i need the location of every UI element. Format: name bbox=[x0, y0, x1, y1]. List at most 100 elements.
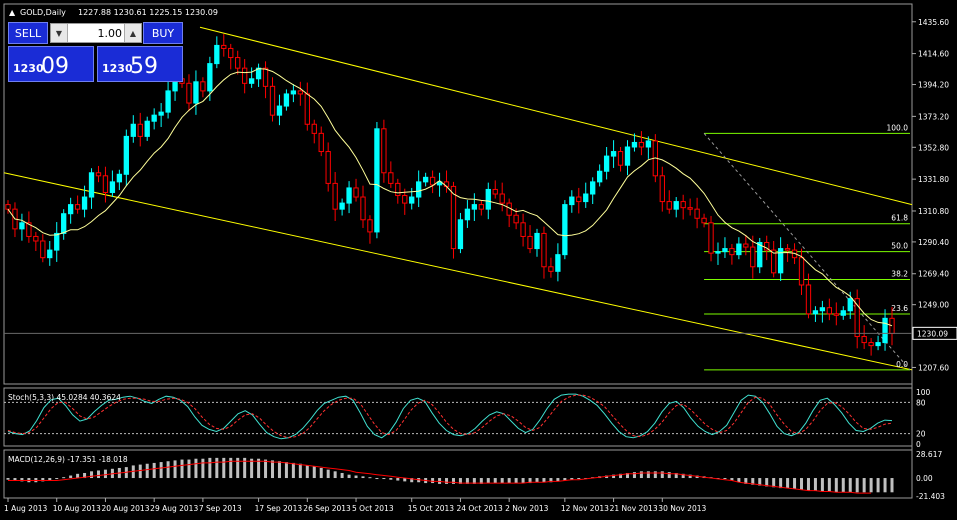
macd-histogram-bar bbox=[612, 474, 616, 479]
candle bbox=[339, 198, 345, 216]
one-click-trading-panel: SELL ▼ ▲ BUY 1230 09 1230 59 bbox=[8, 22, 183, 82]
candle-body bbox=[750, 246, 756, 268]
candle bbox=[61, 209, 67, 240]
sell-price-box[interactable]: 1230 09 bbox=[8, 46, 94, 82]
candle bbox=[88, 168, 95, 209]
candle-body bbox=[81, 196, 88, 210]
candle-body bbox=[214, 44, 220, 65]
candle bbox=[694, 197, 700, 229]
sell-button[interactable]: SELL bbox=[8, 22, 48, 44]
candle-body bbox=[33, 235, 39, 242]
candle bbox=[645, 136, 652, 159]
macd-histogram-bar bbox=[431, 478, 435, 484]
fibo-level-label: 23.6 bbox=[891, 304, 908, 313]
candle bbox=[95, 165, 102, 183]
fibo-trend-line[interactable] bbox=[703, 133, 911, 371]
macd-histogram-bar bbox=[222, 457, 226, 479]
macd-histogram-bar bbox=[208, 457, 212, 479]
macd-histogram-bar bbox=[730, 478, 734, 481]
candle bbox=[33, 231, 39, 252]
fibo-level-label: 50.0 bbox=[891, 242, 908, 251]
macd-histogram-bar bbox=[340, 472, 344, 479]
chevron-up-icon[interactable]: ▲ bbox=[124, 24, 141, 42]
candle bbox=[346, 181, 352, 214]
macd-histogram-bar bbox=[688, 474, 692, 479]
macd-axis: 28.617 0.00 -21.403 bbox=[916, 450, 945, 501]
macd-histogram-bar bbox=[876, 478, 880, 493]
candle-body bbox=[61, 213, 67, 234]
candle bbox=[882, 309, 888, 351]
candle-body bbox=[395, 182, 401, 197]
macd-histogram-bar bbox=[354, 475, 358, 479]
candle bbox=[743, 234, 749, 256]
channel-upper-line[interactable] bbox=[199, 26, 913, 206]
channel-lower-line[interactable] bbox=[3, 172, 913, 371]
current-price-label: 1230.09 bbox=[917, 329, 948, 338]
macd-histogram-bar bbox=[890, 478, 894, 493]
candle bbox=[40, 234, 46, 263]
macd-histogram-bar bbox=[542, 478, 546, 483]
candle-body bbox=[388, 172, 394, 184]
macd-histogram-bar bbox=[765, 478, 769, 487]
candle bbox=[123, 129, 129, 187]
candle-body bbox=[771, 249, 777, 274]
candle bbox=[708, 215, 714, 262]
candle-body bbox=[861, 336, 867, 344]
chevron-down-icon[interactable]: ▼ bbox=[51, 24, 68, 42]
candle-body bbox=[548, 266, 554, 272]
candle-body bbox=[889, 317, 895, 334]
candle bbox=[130, 115, 136, 143]
candle-body bbox=[492, 188, 498, 195]
candle-body bbox=[576, 196, 582, 203]
candle bbox=[436, 172, 443, 197]
candle bbox=[812, 306, 819, 322]
candle-body bbox=[569, 196, 575, 206]
candle-body bbox=[422, 176, 429, 183]
candle bbox=[701, 213, 707, 228]
buy-price-box[interactable]: 1230 59 bbox=[97, 46, 183, 82]
candle bbox=[826, 298, 833, 321]
candle bbox=[506, 198, 512, 228]
candle bbox=[54, 222, 60, 262]
candle-body bbox=[471, 204, 478, 210]
macd-histogram-bar bbox=[841, 478, 845, 493]
candle-body bbox=[743, 243, 749, 248]
buy-button[interactable]: BUY bbox=[143, 22, 183, 44]
candle bbox=[576, 187, 582, 214]
macd-histogram-bar bbox=[145, 463, 149, 479]
macd-histogram-bar bbox=[855, 478, 859, 493]
macd-histogram-bar bbox=[827, 478, 831, 492]
candle bbox=[443, 170, 450, 193]
candle-body bbox=[290, 90, 297, 95]
lot-size-stepper[interactable]: ▼ ▲ bbox=[50, 23, 142, 43]
candle bbox=[610, 140, 617, 168]
candle-body bbox=[95, 172, 102, 177]
candle bbox=[47, 241, 53, 266]
candle-body bbox=[610, 151, 617, 157]
candle-body bbox=[715, 251, 721, 254]
lot-size-input[interactable] bbox=[68, 24, 124, 42]
candle bbox=[457, 212, 464, 254]
macd-histogram-bar bbox=[291, 462, 295, 479]
macd-histogram-bar bbox=[625, 472, 629, 479]
candle-body bbox=[353, 187, 359, 198]
candle bbox=[659, 166, 665, 212]
price-tick-label: 1352.80 bbox=[918, 143, 949, 152]
candle bbox=[840, 306, 846, 320]
macd-histogram-bar bbox=[83, 472, 87, 479]
candle bbox=[861, 325, 867, 349]
candle bbox=[729, 244, 735, 265]
macd-histogram-bar bbox=[813, 478, 817, 491]
collapse-triangle-icon[interactable]: ▲ bbox=[9, 8, 16, 17]
candle-body bbox=[346, 187, 352, 204]
regression-channel[interactable] bbox=[3, 26, 913, 371]
candle-body bbox=[381, 128, 387, 174]
candle bbox=[478, 200, 484, 216]
macd-histogram-bar bbox=[69, 475, 73, 479]
candle-body bbox=[367, 219, 373, 233]
candle-body bbox=[485, 188, 491, 210]
macd-histogram-bar bbox=[312, 466, 316, 479]
time-tick-label: 29 Aug 2013 bbox=[150, 504, 198, 513]
macd-histogram-bar bbox=[479, 478, 483, 484]
